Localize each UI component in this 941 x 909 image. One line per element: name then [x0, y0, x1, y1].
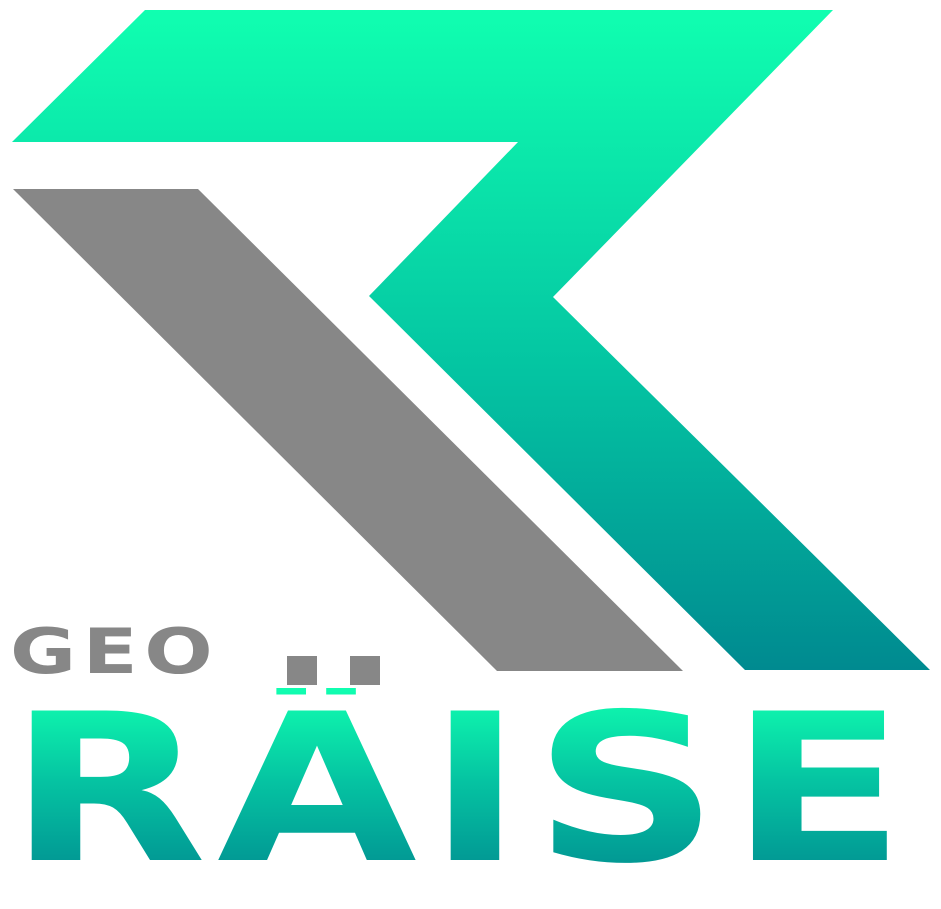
umlaut-dot-left — [287, 656, 317, 685]
r-gray-bar — [13, 189, 683, 671]
r-teal-shape — [12, 10, 930, 670]
umlaut-dot-right — [350, 656, 380, 685]
stylized-r-logo-icon — [12, 10, 930, 685]
geo-raise-logo: GEO RÄISE — [8, 10, 930, 893]
